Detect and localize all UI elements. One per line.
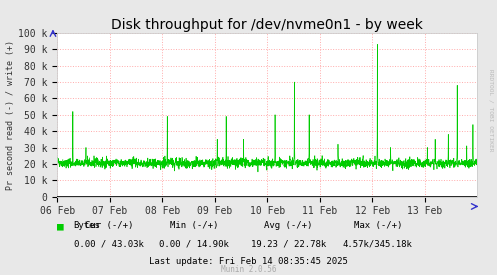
Text: Avg (-/+): Avg (-/+) xyxy=(264,221,313,230)
Text: Last update: Fri Feb 14 08:35:45 2025: Last update: Fri Feb 14 08:35:45 2025 xyxy=(149,257,348,266)
Text: Min (-/+): Min (-/+) xyxy=(169,221,218,230)
Y-axis label: Pr second read (-) / write (+): Pr second read (-) / write (+) xyxy=(6,40,15,190)
Text: 19.23 / 22.78k: 19.23 / 22.78k xyxy=(250,239,326,248)
Text: 0.00 / 14.90k: 0.00 / 14.90k xyxy=(159,239,229,248)
Text: Munin 2.0.56: Munin 2.0.56 xyxy=(221,265,276,274)
Text: 4.57k/345.18k: 4.57k/345.18k xyxy=(343,239,413,248)
Text: 0.00 / 43.03k: 0.00 / 43.03k xyxy=(75,239,144,248)
Title: Disk throughput for /dev/nvme0n1 - by week: Disk throughput for /dev/nvme0n1 - by we… xyxy=(111,18,423,32)
Text: ■: ■ xyxy=(57,221,64,231)
Text: Cur (-/+): Cur (-/+) xyxy=(85,221,134,230)
Text: Max (-/+): Max (-/+) xyxy=(353,221,402,230)
Text: RRDTOOL / TOBI OETIKER: RRDTOOL / TOBI OETIKER xyxy=(489,69,494,151)
Text: Bytes: Bytes xyxy=(74,221,100,230)
